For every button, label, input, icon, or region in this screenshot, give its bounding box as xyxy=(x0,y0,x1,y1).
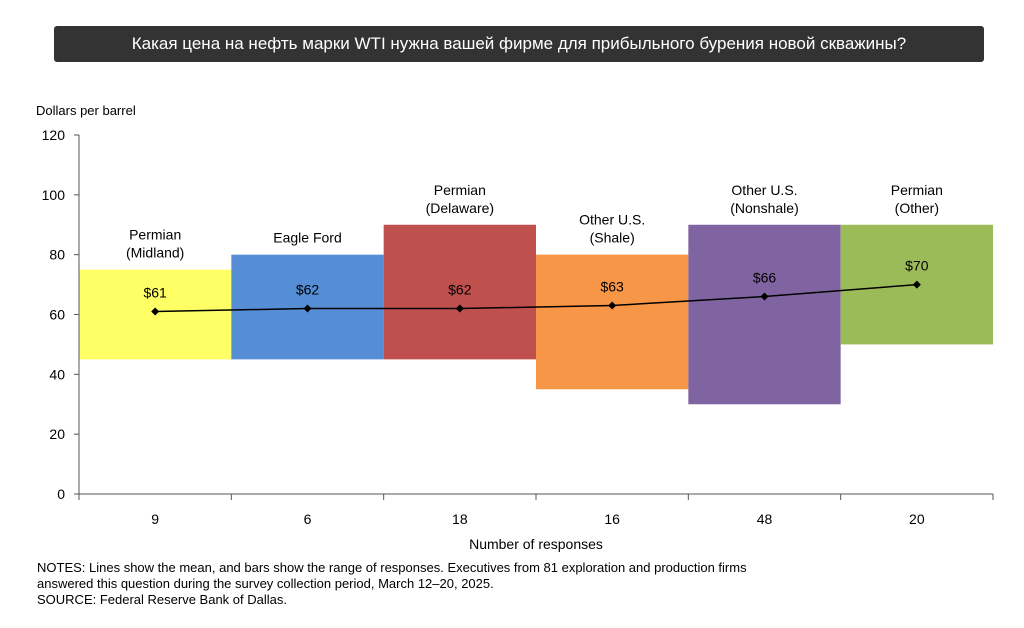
y-axis-title: Dollars per barrel xyxy=(36,103,136,118)
x-tick-label-4: 48 xyxy=(757,511,773,527)
mean-marker-2 xyxy=(455,304,464,313)
region-label-3-1: (Shale) xyxy=(590,230,635,246)
range-bar-2 xyxy=(383,224,536,360)
mean-marker-4 xyxy=(760,292,769,301)
mean-label-0: $61 xyxy=(143,285,167,301)
chart-title-banner: Какая цена на нефть марки WTI нужна ваше… xyxy=(54,26,984,62)
mean-label-2: $62 xyxy=(448,282,472,298)
y-tick-label-1: 20 xyxy=(49,426,65,442)
y-tick-label-2: 40 xyxy=(49,366,65,382)
notes-line-2: answered this question during the survey… xyxy=(37,576,494,591)
region-label-2-0: Permian xyxy=(434,182,486,198)
source-line: SOURCE: Federal Reserve Bank of Dallas. xyxy=(37,592,287,607)
mean-marker-0 xyxy=(151,307,160,316)
mean-label-1: $62 xyxy=(296,282,320,298)
chart-notes: NOTES: Lines show the mean, and bars sho… xyxy=(37,560,997,608)
mean-marker-1 xyxy=(303,304,312,313)
x-tick-label-2: 18 xyxy=(452,511,468,527)
x-axis-title: Number of responses xyxy=(469,536,603,552)
region-label-0-0: Permian xyxy=(129,227,181,243)
region-label-3-0: Other U.S. xyxy=(579,212,645,228)
mean-marker-3 xyxy=(608,301,617,310)
region-label-2-1: (Delaware) xyxy=(426,200,494,216)
y-tick-label-3: 60 xyxy=(49,307,65,323)
region-label-5-0: Permian xyxy=(891,182,943,198)
region-label-1-0: Eagle Ford xyxy=(273,230,341,246)
region-label-0-1: (Midland) xyxy=(126,245,184,261)
y-tick-label-4: 80 xyxy=(49,247,65,263)
x-tick-label-3: 16 xyxy=(604,511,620,527)
mean-line xyxy=(155,283,917,313)
range-bar-3 xyxy=(536,254,689,390)
x-tick-label-5: 20 xyxy=(909,511,925,527)
x-tick-label-1: 6 xyxy=(304,511,312,527)
mean-label-5: $70 xyxy=(905,258,929,274)
range-bar-4 xyxy=(688,224,841,405)
region-label-4-0: Other U.S. xyxy=(731,182,797,198)
y-tick-label-0: 0 xyxy=(57,486,65,502)
region-label-5-1: (Other) xyxy=(895,200,939,216)
y-tick-label-6: 120 xyxy=(42,127,66,143)
region-label-4-1: (Nonshale) xyxy=(730,200,798,216)
mean-label-4: $66 xyxy=(753,270,777,286)
notes-line-1: NOTES: Lines show the mean, and bars sho… xyxy=(37,560,747,575)
mean-label-3: $63 xyxy=(600,279,624,295)
mean-marker-5 xyxy=(912,280,921,289)
y-tick-label-5: 100 xyxy=(42,187,66,203)
x-tick-label-0: 9 xyxy=(151,511,159,527)
